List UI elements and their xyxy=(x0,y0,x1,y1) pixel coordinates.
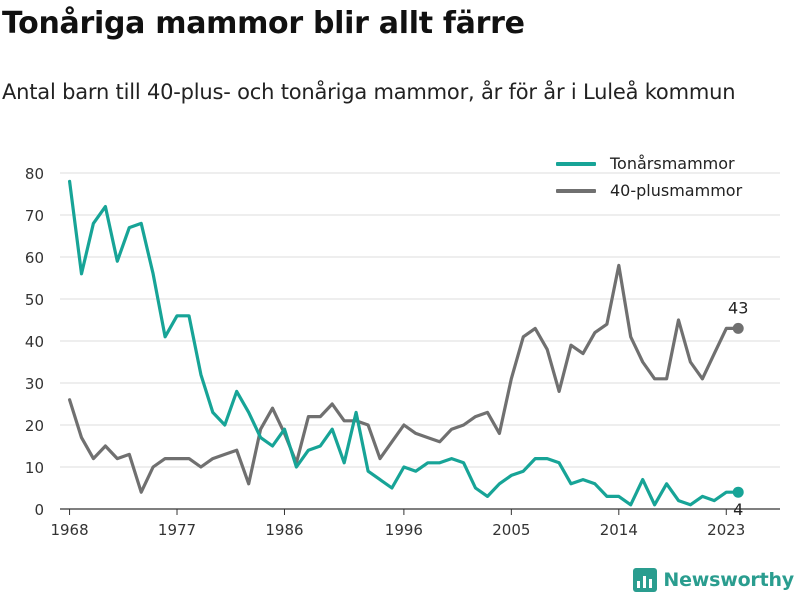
end-label-40-plusmammor: 43 xyxy=(728,298,748,317)
grid-lines xyxy=(60,172,780,468)
x-tick-label-1977: 1977 xyxy=(158,521,196,539)
y-tick-label-40: 40 xyxy=(25,333,44,351)
x-tick-label-1996: 1996 xyxy=(385,521,423,539)
y-tick-label-70: 70 xyxy=(25,207,44,225)
y-tick-label-60: 60 xyxy=(25,249,44,267)
legend-swatch-tonarsmammor xyxy=(556,161,596,166)
bar-chart-icon xyxy=(633,568,658,592)
y-axis-ticks: 0 10 20 30 40 50 60 70 80 xyxy=(25,165,44,519)
y-tick-label-30: 30 xyxy=(25,375,44,393)
y-tick-label-10: 10 xyxy=(25,459,44,477)
series-layer: 43 4 xyxy=(67,179,748,519)
x-tick-label-2005: 2005 xyxy=(492,521,530,539)
series-line-tonarsmammor xyxy=(67,179,740,507)
end-point-40-plusmammor xyxy=(732,322,744,334)
legend-swatch-40-plusmammor xyxy=(556,188,596,193)
brand-name: Newsworthy xyxy=(663,569,794,591)
y-tick-label-80: 80 xyxy=(25,165,44,183)
x-axis-ticks: 1968 1977 1986 1996 2005 2014 2023 xyxy=(50,509,745,539)
chart-title: Tonåriga mammor blir allt färre xyxy=(2,6,525,41)
series-line-40-plusmammor xyxy=(67,263,740,494)
legend: Tonårsmammor 40-plusmammor xyxy=(556,150,742,204)
x-tick-label-1986: 1986 xyxy=(265,521,303,539)
end-point-tonarsmammor xyxy=(732,486,744,498)
x-tick-label-1968: 1968 xyxy=(50,521,88,539)
end-label-tonarsmammor: 4 xyxy=(733,500,743,519)
brand-logo[interactable]: Newsworthy xyxy=(633,568,794,592)
legend-item-40-plusmammor[interactable]: 40-plusmammor xyxy=(556,177,742,204)
legend-item-tonarsmammor[interactable]: Tonårsmammor xyxy=(556,150,742,177)
y-tick-label-0: 0 xyxy=(34,501,44,519)
chart-subtitle: Antal barn till 40-plus- och tonåriga ma… xyxy=(2,80,736,104)
legend-label-40-plusmammor: 40-plusmammor xyxy=(610,181,743,200)
legend-label-tonarsmammor: Tonårsmammor xyxy=(610,154,735,173)
x-tick-label-2014: 2014 xyxy=(600,521,638,539)
x-tick-label-2023: 2023 xyxy=(707,521,745,539)
y-tick-label-20: 20 xyxy=(25,417,44,435)
y-tick-label-50: 50 xyxy=(25,291,44,309)
